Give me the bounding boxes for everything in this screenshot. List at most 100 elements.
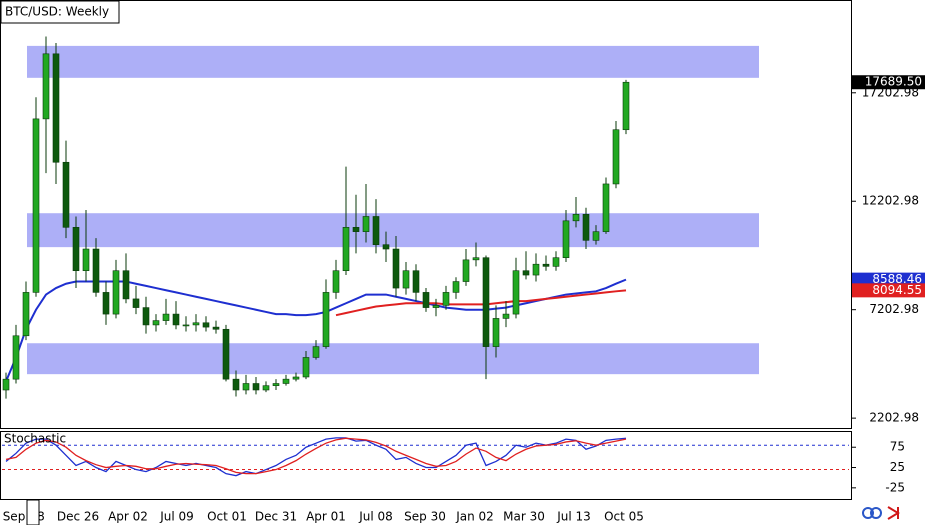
price-label: 8094.55 <box>872 283 922 297</box>
candle-body <box>292 376 300 380</box>
candle-body <box>612 129 620 185</box>
candle-body <box>242 383 250 391</box>
x-tick-label: Dec 26 <box>57 510 99 524</box>
chart-title: BTC/USD: Weekly <box>5 5 109 19</box>
candle-body <box>62 161 70 228</box>
candle-body <box>272 383 280 386</box>
toolbar-icons[interactable] <box>862 506 900 520</box>
y-tick-label: 75 <box>890 440 905 454</box>
candle-body <box>552 257 560 267</box>
candle-body <box>302 357 310 378</box>
candle-body <box>382 244 390 250</box>
x-tick-label: Mar 30 <box>503 510 545 524</box>
candle-body <box>142 307 150 326</box>
link-icon[interactable] <box>862 507 874 519</box>
main-panel <box>0 0 852 429</box>
x-tick-label: 8 <box>37 510 45 524</box>
candle-body <box>402 270 410 289</box>
candle-body <box>222 328 230 380</box>
candle-body <box>112 270 120 315</box>
candle-body <box>92 248 100 293</box>
x-tick-label: Dec 31 <box>255 510 297 524</box>
candle-body <box>442 292 450 306</box>
title-box <box>0 0 120 24</box>
stochastic-line <box>5 437 627 475</box>
x-tick-label: Oct 05 <box>604 510 644 524</box>
candle-body <box>192 322 200 326</box>
zone <box>27 45 759 78</box>
moving-average <box>335 289 627 317</box>
candle-body <box>532 263 540 276</box>
price-label: 8588.46 <box>872 272 922 286</box>
candle-body <box>122 270 130 300</box>
end-icon[interactable] <box>887 506 900 520</box>
candle-body <box>342 227 350 272</box>
candle-body <box>332 270 340 293</box>
candle-body <box>582 214 590 241</box>
candle-body <box>42 53 50 120</box>
candle-body <box>2 378 10 391</box>
candle-body <box>432 305 440 308</box>
stochastic-line <box>5 437 627 477</box>
candle-body <box>592 231 600 241</box>
candle-body <box>492 318 500 347</box>
candle-body <box>172 313 180 326</box>
candle-body <box>362 216 370 232</box>
candle-body <box>542 263 550 267</box>
x-tick-label: Sep 30 <box>404 510 446 524</box>
candle-body <box>322 292 330 347</box>
candle-body <box>102 292 110 315</box>
candle-body <box>152 320 160 326</box>
candle-body <box>482 257 490 347</box>
moving-average <box>5 278 627 382</box>
candle-body <box>72 227 80 272</box>
candle-body <box>212 326 220 330</box>
x-tick-label: Oct 01 <box>207 510 247 524</box>
candle-body <box>12 335 20 380</box>
cursor-marker <box>26 499 40 525</box>
candle-body <box>162 313 170 321</box>
candle-body <box>352 227 360 232</box>
y-tick-label: 25 <box>890 460 905 474</box>
candle-body <box>82 248 90 272</box>
y-tick-label: 2202.98 <box>869 411 919 425</box>
price-label-box <box>852 283 925 298</box>
x-tick-label: Jul 09 <box>159 510 194 524</box>
candle-body <box>312 346 320 358</box>
candle-body <box>252 383 260 391</box>
candle-body <box>572 214 580 222</box>
x-tick-label: Jul 13 <box>556 510 591 524</box>
x-tick-label: Apr 02 <box>108 510 148 524</box>
price-label: 17689.50 <box>865 75 922 89</box>
price-label-box <box>852 272 925 287</box>
x-tick-label: Apr 01 <box>306 510 346 524</box>
candle-body <box>462 259 470 282</box>
candle-body <box>52 53 60 163</box>
candle-body <box>512 270 520 315</box>
candle-body <box>472 257 480 261</box>
link-icon[interactable] <box>870 507 882 519</box>
plot-layer: 17202.9812202.987202.982202.9817689.5085… <box>2 36 925 524</box>
x-tick-label: Sep <box>3 510 26 524</box>
price-label-box <box>852 75 925 90</box>
candle-body <box>32 118 40 293</box>
x-tick-label: Jan 02 <box>455 510 494 524</box>
y-tick-label: -25 <box>885 480 905 494</box>
candle-body <box>502 313 510 319</box>
candle-body <box>262 385 270 391</box>
candle-body <box>372 216 380 245</box>
candle-body <box>452 281 460 293</box>
candle-body <box>132 298 140 308</box>
candle-body <box>282 378 290 384</box>
candle-body <box>562 220 570 258</box>
candle-body <box>602 183 610 232</box>
candle-body <box>522 270 530 276</box>
y-tick-label: 12202.98 <box>862 194 919 208</box>
candle-body <box>232 378 240 391</box>
candle-body <box>622 81 630 131</box>
y-tick-label: 7202.98 <box>869 302 919 316</box>
candle-body <box>392 248 400 289</box>
stochastic-panel <box>0 431 852 500</box>
candle-body <box>202 322 210 328</box>
